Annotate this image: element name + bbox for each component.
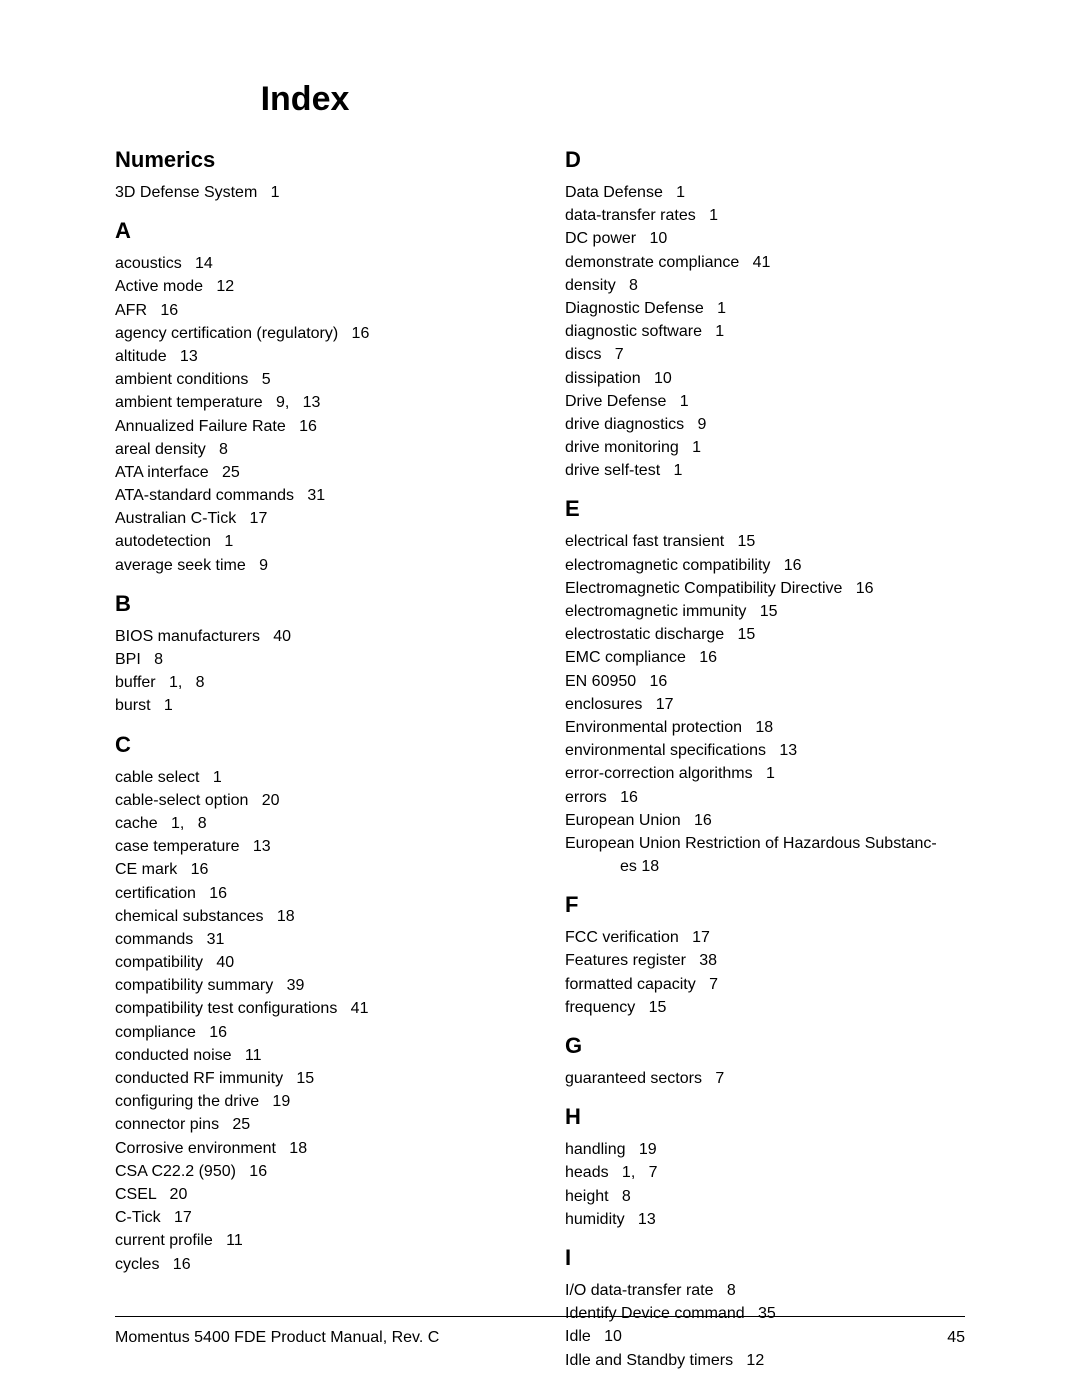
- index-entry: Electromagnetic Compatibility Directive …: [565, 577, 965, 600]
- index-entry: Data Defense 1: [565, 181, 965, 204]
- index-entry: drive self-test 1: [565, 459, 965, 482]
- index-entry: average seek time 9: [115, 554, 515, 577]
- index-entry: acoustics 14: [115, 252, 515, 275]
- index-entry: DC power 10: [565, 227, 965, 250]
- index-entry: autodetection 1: [115, 530, 515, 553]
- footer-right: 45: [947, 1329, 965, 1347]
- index-entry: electromagnetic immunity 15: [565, 600, 965, 623]
- index-entry: European Union 16: [565, 809, 965, 832]
- index-entry: cache 1, 8: [115, 812, 515, 835]
- index-entry: Australian C-Tick 17: [115, 507, 515, 530]
- page-title: Index: [115, 80, 495, 119]
- index-entry: compliance 16: [115, 1021, 515, 1044]
- index-entry: electrostatic discharge 15: [565, 623, 965, 646]
- index-entry: altitude 13: [115, 345, 515, 368]
- index-section-heading: A: [115, 218, 515, 244]
- index-entry: connector pins 25: [115, 1113, 515, 1136]
- index-section-heading: H: [565, 1104, 965, 1130]
- left-column: Numerics 3D Defense System 1 Aacoustics 14…: [115, 147, 515, 1372]
- index-entry: discs 7: [565, 343, 965, 366]
- index-entry: FCC verification 17: [565, 926, 965, 949]
- index-entry: humidity 13: [565, 1208, 965, 1231]
- index-entry: BIOS manufacturers 40: [115, 625, 515, 648]
- index-entry: diagnostic software 1: [565, 320, 965, 343]
- page-footer: Momentus 5400 FDE Product Manual, Rev. C…: [115, 1316, 965, 1347]
- index-entry: compatibility summary 39: [115, 974, 515, 997]
- index-entry: enclosures 17: [565, 693, 965, 716]
- index-entry: electrical fast transient 15: [565, 530, 965, 553]
- index-entry: EMC compliance 16: [565, 646, 965, 669]
- index-section-heading: C: [115, 732, 515, 758]
- index-entry: heads 1, 7: [565, 1161, 965, 1184]
- index-entry: Drive Defense 1: [565, 390, 965, 413]
- index-entry: burst 1: [115, 694, 515, 717]
- index-entry: agency certification (regulatory) 16: [115, 322, 515, 345]
- index-entry: Corrosive environment 18: [115, 1137, 515, 1160]
- index-entry: case temperature 13: [115, 835, 515, 858]
- index-entry: AFR 16: [115, 299, 515, 322]
- index-entry: Diagnostic Defense 1: [565, 297, 965, 320]
- index-entry: current profile 11: [115, 1229, 515, 1252]
- index-entry: guaranteed sectors 7: [565, 1067, 965, 1090]
- index-entry: cable-select option 20: [115, 789, 515, 812]
- index-entry: ATA interface 25: [115, 461, 515, 484]
- index-entry-continuation: es 18: [565, 855, 965, 878]
- index-entry: demonstrate compliance 41: [565, 251, 965, 274]
- index-section-heading: Numerics: [115, 147, 515, 173]
- index-entry: density 8: [565, 274, 965, 297]
- index-entry: ATA-standard commands 31: [115, 484, 515, 507]
- index-entry: electromagnetic compatibility 16: [565, 554, 965, 577]
- index-entry: CE mark 16: [115, 858, 515, 881]
- index-section-heading: D: [565, 147, 965, 173]
- index-section-heading: I: [565, 1245, 965, 1271]
- index-entry: I/O data-transfer rate 8: [565, 1279, 965, 1302]
- index-entry: compatibility test configurations 41: [115, 997, 515, 1020]
- index-section-heading: G: [565, 1033, 965, 1059]
- index-entry: Annualized Failure Rate 16: [115, 415, 515, 438]
- index-entry: European Union Restriction of Hazardous …: [565, 832, 965, 855]
- index-section-heading: B: [115, 591, 515, 617]
- index-entry: 3D Defense System 1: [115, 181, 515, 204]
- index-entry: drive diagnostics 9: [565, 413, 965, 436]
- index-entry: ambient conditions 5: [115, 368, 515, 391]
- index-entry: C-Tick 17: [115, 1206, 515, 1229]
- index-entry: CSEL 20: [115, 1183, 515, 1206]
- index-entry: environmental specifications 13: [565, 739, 965, 762]
- right-column: D Data Defense 1data-transfer rates 1DC p…: [565, 147, 965, 1372]
- index-entry: compatibility 40: [115, 951, 515, 974]
- index-entry: commands 31: [115, 928, 515, 951]
- index-entry: cycles 16: [115, 1253, 515, 1276]
- index-entry: formatted capacity 7: [565, 973, 965, 996]
- index-entry: conducted RF immunity 15: [115, 1067, 515, 1090]
- footer-left: Momentus 5400 FDE Product Manual, Rev. C: [115, 1329, 439, 1347]
- index-entry: drive monitoring 1: [565, 436, 965, 459]
- index-entry: handling 19: [565, 1138, 965, 1161]
- index-entry: certification 16: [115, 882, 515, 905]
- index-entry: frequency 15: [565, 996, 965, 1019]
- index-entry: height 8: [565, 1185, 965, 1208]
- index-entry: EN 60950 16: [565, 670, 965, 693]
- index-entry: data-transfer rates 1: [565, 204, 965, 227]
- index-entry: Idle and Standby timers 12: [565, 1349, 965, 1372]
- index-entry: conducted noise 11: [115, 1044, 515, 1067]
- index-entry: errors 16: [565, 786, 965, 809]
- index-entry: CSA C22.2 (950) 16: [115, 1160, 515, 1183]
- index-entry: Features register 38: [565, 949, 965, 972]
- index-section-heading: E: [565, 496, 965, 522]
- index-entry: error-correction algorithms 1: [565, 762, 965, 785]
- index-entry: buffer 1, 8: [115, 671, 515, 694]
- index-entry: Active mode 12: [115, 275, 515, 298]
- index-entry: configuring the drive 19: [115, 1090, 515, 1113]
- index-section-heading: F: [565, 892, 965, 918]
- index-entry: Environmental protection 18: [565, 716, 965, 739]
- index-entry: cable select 1: [115, 766, 515, 789]
- index-entry: ambient temperature 9, 13: [115, 391, 515, 414]
- index-columns: Numerics 3D Defense System 1 Aacoustics 14…: [115, 147, 965, 1372]
- index-entry: BPI 8: [115, 648, 515, 671]
- index-entry: areal density 8: [115, 438, 515, 461]
- index-entry: chemical substances 18: [115, 905, 515, 928]
- index-entry: dissipation 10: [565, 367, 965, 390]
